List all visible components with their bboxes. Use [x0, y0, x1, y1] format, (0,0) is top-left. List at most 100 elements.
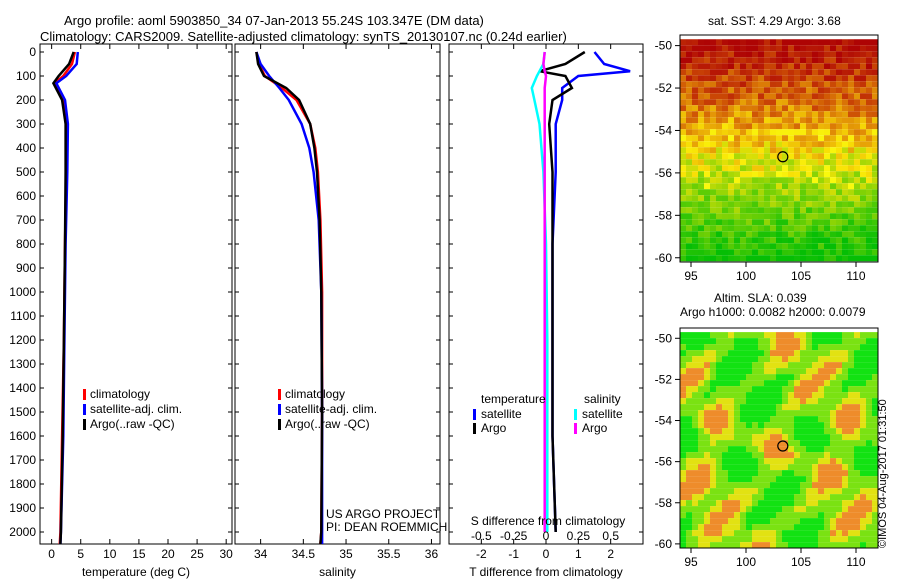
sst-map: [680, 39, 878, 262]
map-cell: [848, 512, 854, 519]
map-cell: [860, 243, 866, 250]
legend-title-salinity: salinity: [584, 392, 621, 406]
map-cell: [758, 362, 764, 369]
map-cell: [692, 344, 698, 351]
map-cell: [704, 416, 710, 423]
map-cell: [848, 123, 854, 130]
map-cell: [740, 458, 746, 465]
map-cell: [722, 135, 728, 142]
map-cell: [740, 249, 746, 256]
map-cell: [734, 542, 740, 549]
map-cell: [776, 39, 782, 46]
map-cell: [692, 536, 698, 543]
map-cell: [680, 147, 686, 154]
map-cell: [824, 440, 830, 447]
map-cell: [806, 159, 812, 166]
map-cell: [788, 147, 794, 154]
map-cell: [704, 75, 710, 82]
map-cell: [806, 362, 812, 369]
map-cell: [830, 368, 836, 375]
map-cell: [818, 368, 824, 375]
map-cell: [836, 524, 842, 531]
map-cell: [740, 177, 746, 184]
map-cell: [788, 81, 794, 88]
title-line-1: Argo profile: aoml 5903850_34 07-Jan-201…: [64, 13, 484, 28]
map-cell: [824, 380, 830, 387]
map-cell: [716, 332, 722, 339]
y-tick-label: 900: [16, 261, 36, 275]
map-cell: [866, 476, 872, 483]
map-cell: [758, 255, 764, 262]
map-cell: [698, 189, 704, 196]
map-cell: [806, 135, 812, 142]
map-cell: [704, 422, 710, 429]
map-cell: [716, 87, 722, 94]
map-cell: [842, 63, 848, 70]
map-cell: [854, 87, 860, 94]
y-tick-label: 1600: [9, 429, 36, 443]
x-tick-label: -1: [508, 547, 519, 561]
x-tick-label: 35.5: [377, 547, 401, 561]
map-cell: [800, 440, 806, 447]
map-cell: [746, 410, 752, 417]
map-cell: [686, 422, 692, 429]
map-cell: [716, 255, 722, 262]
map-cell: [776, 410, 782, 417]
map-cell: [860, 512, 866, 519]
map-cell: [752, 129, 758, 136]
map-cell: [698, 488, 704, 495]
map-cell: [806, 488, 812, 495]
map-cell: [848, 428, 854, 435]
map-cell: [824, 518, 830, 525]
map-cell: [788, 428, 794, 435]
map-cell: [794, 356, 800, 363]
map-cell: [686, 171, 692, 178]
map-cell: [824, 45, 830, 52]
map-cell: [860, 476, 866, 483]
map-cell: [794, 536, 800, 543]
map-cell: [854, 518, 860, 525]
map-cell: [770, 171, 776, 178]
map-cell: [692, 243, 698, 250]
map-cell: [746, 177, 752, 184]
map-cell: [722, 428, 728, 435]
map-cell: [728, 171, 734, 178]
map-cell: [734, 213, 740, 220]
map-cell: [710, 494, 716, 501]
map-cell: [704, 536, 710, 543]
lat-tick-label: -54: [655, 123, 673, 137]
map-cell: [716, 207, 722, 214]
map-cell: [830, 81, 836, 88]
map-cell: [734, 255, 740, 262]
map-cell: [824, 237, 830, 244]
map-cell: [710, 159, 716, 166]
map-cell: [686, 368, 692, 375]
map-cell: [776, 135, 782, 142]
map-cell: [830, 45, 836, 52]
map-cell: [764, 255, 770, 262]
map-cell: [854, 542, 860, 549]
map-cell: [776, 147, 782, 154]
map-cell: [698, 201, 704, 208]
map-cell: [770, 506, 776, 513]
map-cell: [758, 500, 764, 507]
map-cell: [686, 183, 692, 190]
map-cell: [824, 165, 830, 172]
map-cell: [788, 512, 794, 519]
map-cell: [830, 350, 836, 357]
map-cell: [866, 536, 872, 543]
map-cell: [818, 141, 824, 148]
map-cell: [770, 428, 776, 435]
map-cell: [686, 458, 692, 465]
map-cell: [770, 87, 776, 94]
map-cell: [692, 416, 698, 423]
map-cell: [680, 99, 686, 106]
map-cell: [728, 458, 734, 465]
map-cell: [698, 243, 704, 250]
map-cell: [818, 75, 824, 82]
map-cell: [758, 243, 764, 250]
map-cell: [872, 356, 878, 363]
map-cell: [806, 117, 812, 124]
map-cell: [686, 482, 692, 489]
map-cell: [692, 500, 698, 507]
